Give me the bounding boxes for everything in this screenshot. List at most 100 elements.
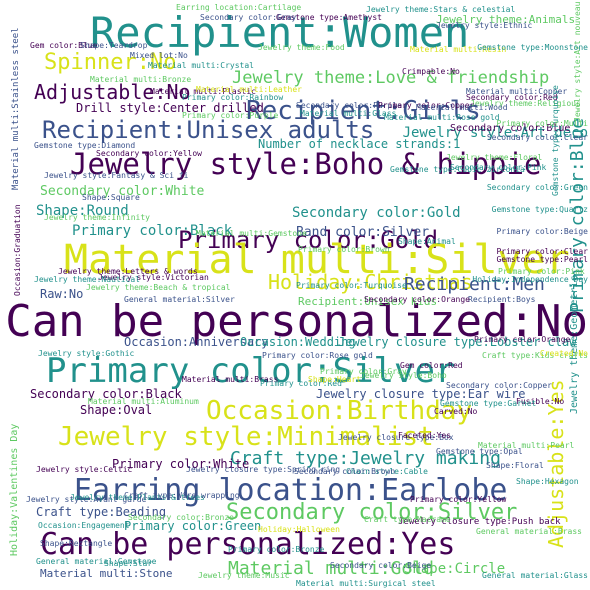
word-general-material-glass: General material:Glass (482, 571, 588, 580)
word-jewelry-closure-lobster: Jewelry closure type:Lobster claw (338, 335, 577, 349)
word-recipient-women: Recipient:Women (90, 8, 470, 57)
word-secondary-color-purple: Secondary color:Purple (296, 101, 402, 110)
word-jewelry-theme-letters: Jewelry theme:Letters & words (58, 267, 198, 276)
word-secondary-color-copper: Secondary color:Copper (446, 381, 552, 390)
word-drill-style-center: Drill style:Center drilled (76, 101, 264, 115)
word-shape-rectangle: Shape:Rectangle (40, 539, 113, 548)
word-primary-color-orange: Primary color:Orange (474, 335, 571, 344)
word-primary-color-red: Primary color:Red (260, 379, 342, 388)
word-carved-no: Carved:No (434, 407, 478, 416)
word-material-multi-aluminum: Material multi:Aluminum (88, 397, 199, 406)
word-jewelry-style-avant-garde: Jewelry style:Avant garde (26, 495, 147, 504)
word-material-multi-stone: Material multi:Stone (40, 567, 173, 580)
word-material-multi-gemstone: Material multi:Gemstone (196, 229, 307, 238)
word-secondary-color-green: Secondary color:Green (486, 183, 588, 192)
word-jewelry-theme-geometric: Jewelry theme:Geometric (569, 275, 580, 414)
word-gemstone-type-pearl: Gemstone type:Pearl (496, 255, 588, 264)
word-occasion-graduation: Occasion:Graduation (13, 204, 22, 296)
word-jewelry-theme-plants: Jewelry theme:Plants & trees (70, 493, 205, 502)
word-jewelry-style-art-nouveau: Jewelry style:Art nouveau (573, 2, 582, 123)
word-material-multi-wood: Material multi:Wood (416, 103, 508, 112)
word-holiday-halloween: Holiday:Halloween (258, 525, 340, 534)
word-gemstone-type-opal: Gemstone type:Opal (436, 447, 523, 456)
word-material-multi-silver: Material multi:Silver (64, 237, 570, 283)
word-created-no: Created:No (539, 349, 588, 358)
word-primary-color-beige: Primary color:Beige (496, 227, 588, 236)
word-shape-oval: Shape:Oval (80, 403, 153, 417)
word-material-multi-stainless: Material multi:Stainless steel (11, 27, 21, 190)
word-occasion-engagement: Occasion:Engagement (38, 521, 130, 530)
word-jewelry-theme-nautical: Jewelry theme:Nautical (34, 275, 140, 284)
word-jewelry-style-gothic: Jewelry style:Gothic (38, 349, 135, 358)
word-raw-no: Raw:No (40, 287, 84, 301)
word-secondary-color-white: Secondary color:White (40, 184, 205, 199)
word-material-multi-bronze: Material multi:Bronze (90, 75, 192, 84)
word-faceted-yes: Faceted:Yes (398, 431, 451, 440)
word-adjustable-no: Adjustable:No (34, 80, 191, 104)
word-jewelry-theme-religious: Jewelry theme:Religious (470, 99, 581, 108)
word-jewelry-theme-music: Jewelry theme:Music (198, 571, 290, 580)
word-recipient-unisex-kids: Recipient:Unisex kids (298, 295, 438, 308)
word-occasion-anniversary: Occasion:Anniversary (124, 335, 269, 349)
word-shape-teardrop: Shape:Teardrop (80, 41, 148, 50)
word-earring-location-earlobe: Earring location:Earlobe (74, 473, 508, 508)
word-fusible-no: Fusible:No (516, 397, 565, 406)
word-earring-location-cartilage: Earring location:Cartilage (176, 3, 302, 12)
word-spinner-no: Spinner:No (44, 50, 177, 75)
word-recipient-men: Recipient:Men (404, 274, 545, 295)
word-secondary-color-black: Secondary color:Black (30, 387, 182, 401)
word-secondary-color-yellow: Secondary color:Yellow (96, 149, 202, 158)
word-primary-color-brown: Primary color:Brown (298, 245, 390, 254)
word-primary-color-rose-gold: Primary color:Rose gold (262, 351, 373, 360)
word-material-multi-glass: Material multi:Glass (300, 109, 397, 118)
word-occasion-wedding: Occasion:Wedding (240, 335, 356, 349)
word-primary-color-multi: Primary color:Multi (496, 119, 588, 128)
word-jewelry-closure-box: Jewelry closure type:Box (338, 433, 454, 442)
word-band-color-silver: Band color:Silver (296, 225, 430, 240)
word-material-multi-rose-gold: Material multi:Rose gold (384, 113, 500, 122)
word-craft-type-beading: Craft type:Beading (36, 505, 167, 519)
word-gem-color-blue: Gem color:Blue (30, 41, 98, 50)
word-jewelry-closure-spring-ring: Jewelry closure type:Spring ring (186, 465, 341, 474)
word-shape-round: Shape:Round (36, 203, 129, 219)
word-secondary-color-orange: Secondary color:Orange (364, 295, 470, 304)
word-craft-type-macrame: Craft type:Macrame (364, 515, 451, 524)
word-craft-type-wire-wrapping: Craft type:Wire wrapping (124, 491, 240, 500)
word-holiday-valentines: Holiday:Valentines Day (9, 423, 20, 556)
word-secondary-color-pink: Secondary color:Pink (450, 163, 547, 172)
word-material-multi-gold: Material multi:Gold (228, 558, 434, 579)
word-secondary-color-clear: Secondary color:Clear (486, 133, 588, 142)
word-gemstone-type-quartz: Gemstone type:Quartz (491, 205, 588, 214)
word-primary-color-pink: Primary color:Pink (498, 267, 585, 276)
word-can-be-personalized-no: Can be personalized:No (5, 296, 588, 347)
word-primary-color-gold: Primary color:Gold (178, 226, 439, 254)
word-gemstone-type-diamond: Gemstone type:Diamond (34, 141, 136, 150)
word-jewelry-style-minimalist: Jewelry style:Minimalist (58, 422, 434, 452)
word-primary-color-green: Primary color:Green (124, 519, 262, 533)
word-recipient-unisex-adults: Recipient:Unisex adults (42, 116, 375, 144)
word-gem-color-red: Gem color:Red (400, 361, 463, 370)
word-jewelry-style-ethnic: Jewelry style:Ethnic (436, 21, 533, 30)
word-shape-animal: Shape:Animal (398, 237, 456, 246)
word-shape-square: Shape:Square (82, 193, 140, 202)
word-jewelry-style-fantasy: Jewelry style:Fantasy & Sci fi (44, 171, 189, 180)
word-jewelry-theme-floral: Jewelry theme:Floral (446, 153, 543, 162)
word-chain-style-cable: Chain style:Cable (346, 467, 428, 476)
word-jewelry-style-art-deco: Jewelry style:Art deco (402, 125, 588, 141)
word-secondary-color-blue: Secondary color:Blue (450, 123, 571, 134)
word-gemstone-type-cubic-zirconia: Gemstone type:Cubic zirconia (390, 165, 525, 174)
word-material-multi-crystal: Material multi:Crystal (148, 61, 254, 70)
word-shape-floral: Shape:Floral (486, 461, 544, 470)
word-material-multi-pearl: Material multi:Pearl (478, 441, 575, 450)
word-craft-type-jewelry-making: Craft type:Jewelry making (230, 448, 501, 469)
word-material-multi-brass: Material multi:Brass (182, 375, 279, 384)
word-primary-color-gray: Primary color:Gray (320, 367, 407, 376)
word-shape-star: Shape:Star (104, 559, 153, 568)
word-secondary-color-gray: Secondary color:Gray (200, 13, 297, 22)
word-primary-color-black: Primary color:Black (72, 223, 233, 239)
word-jewelry-closure-push-back: Jewelry closure type:Push back (398, 517, 561, 527)
word-primary-color-silver: Primary color:Silver (46, 351, 456, 391)
word-primary-color-copper: Primary color:Copper (378, 101, 475, 110)
word-craft-type-kids-crafts: Craft type:Kids crafts (482, 351, 588, 360)
